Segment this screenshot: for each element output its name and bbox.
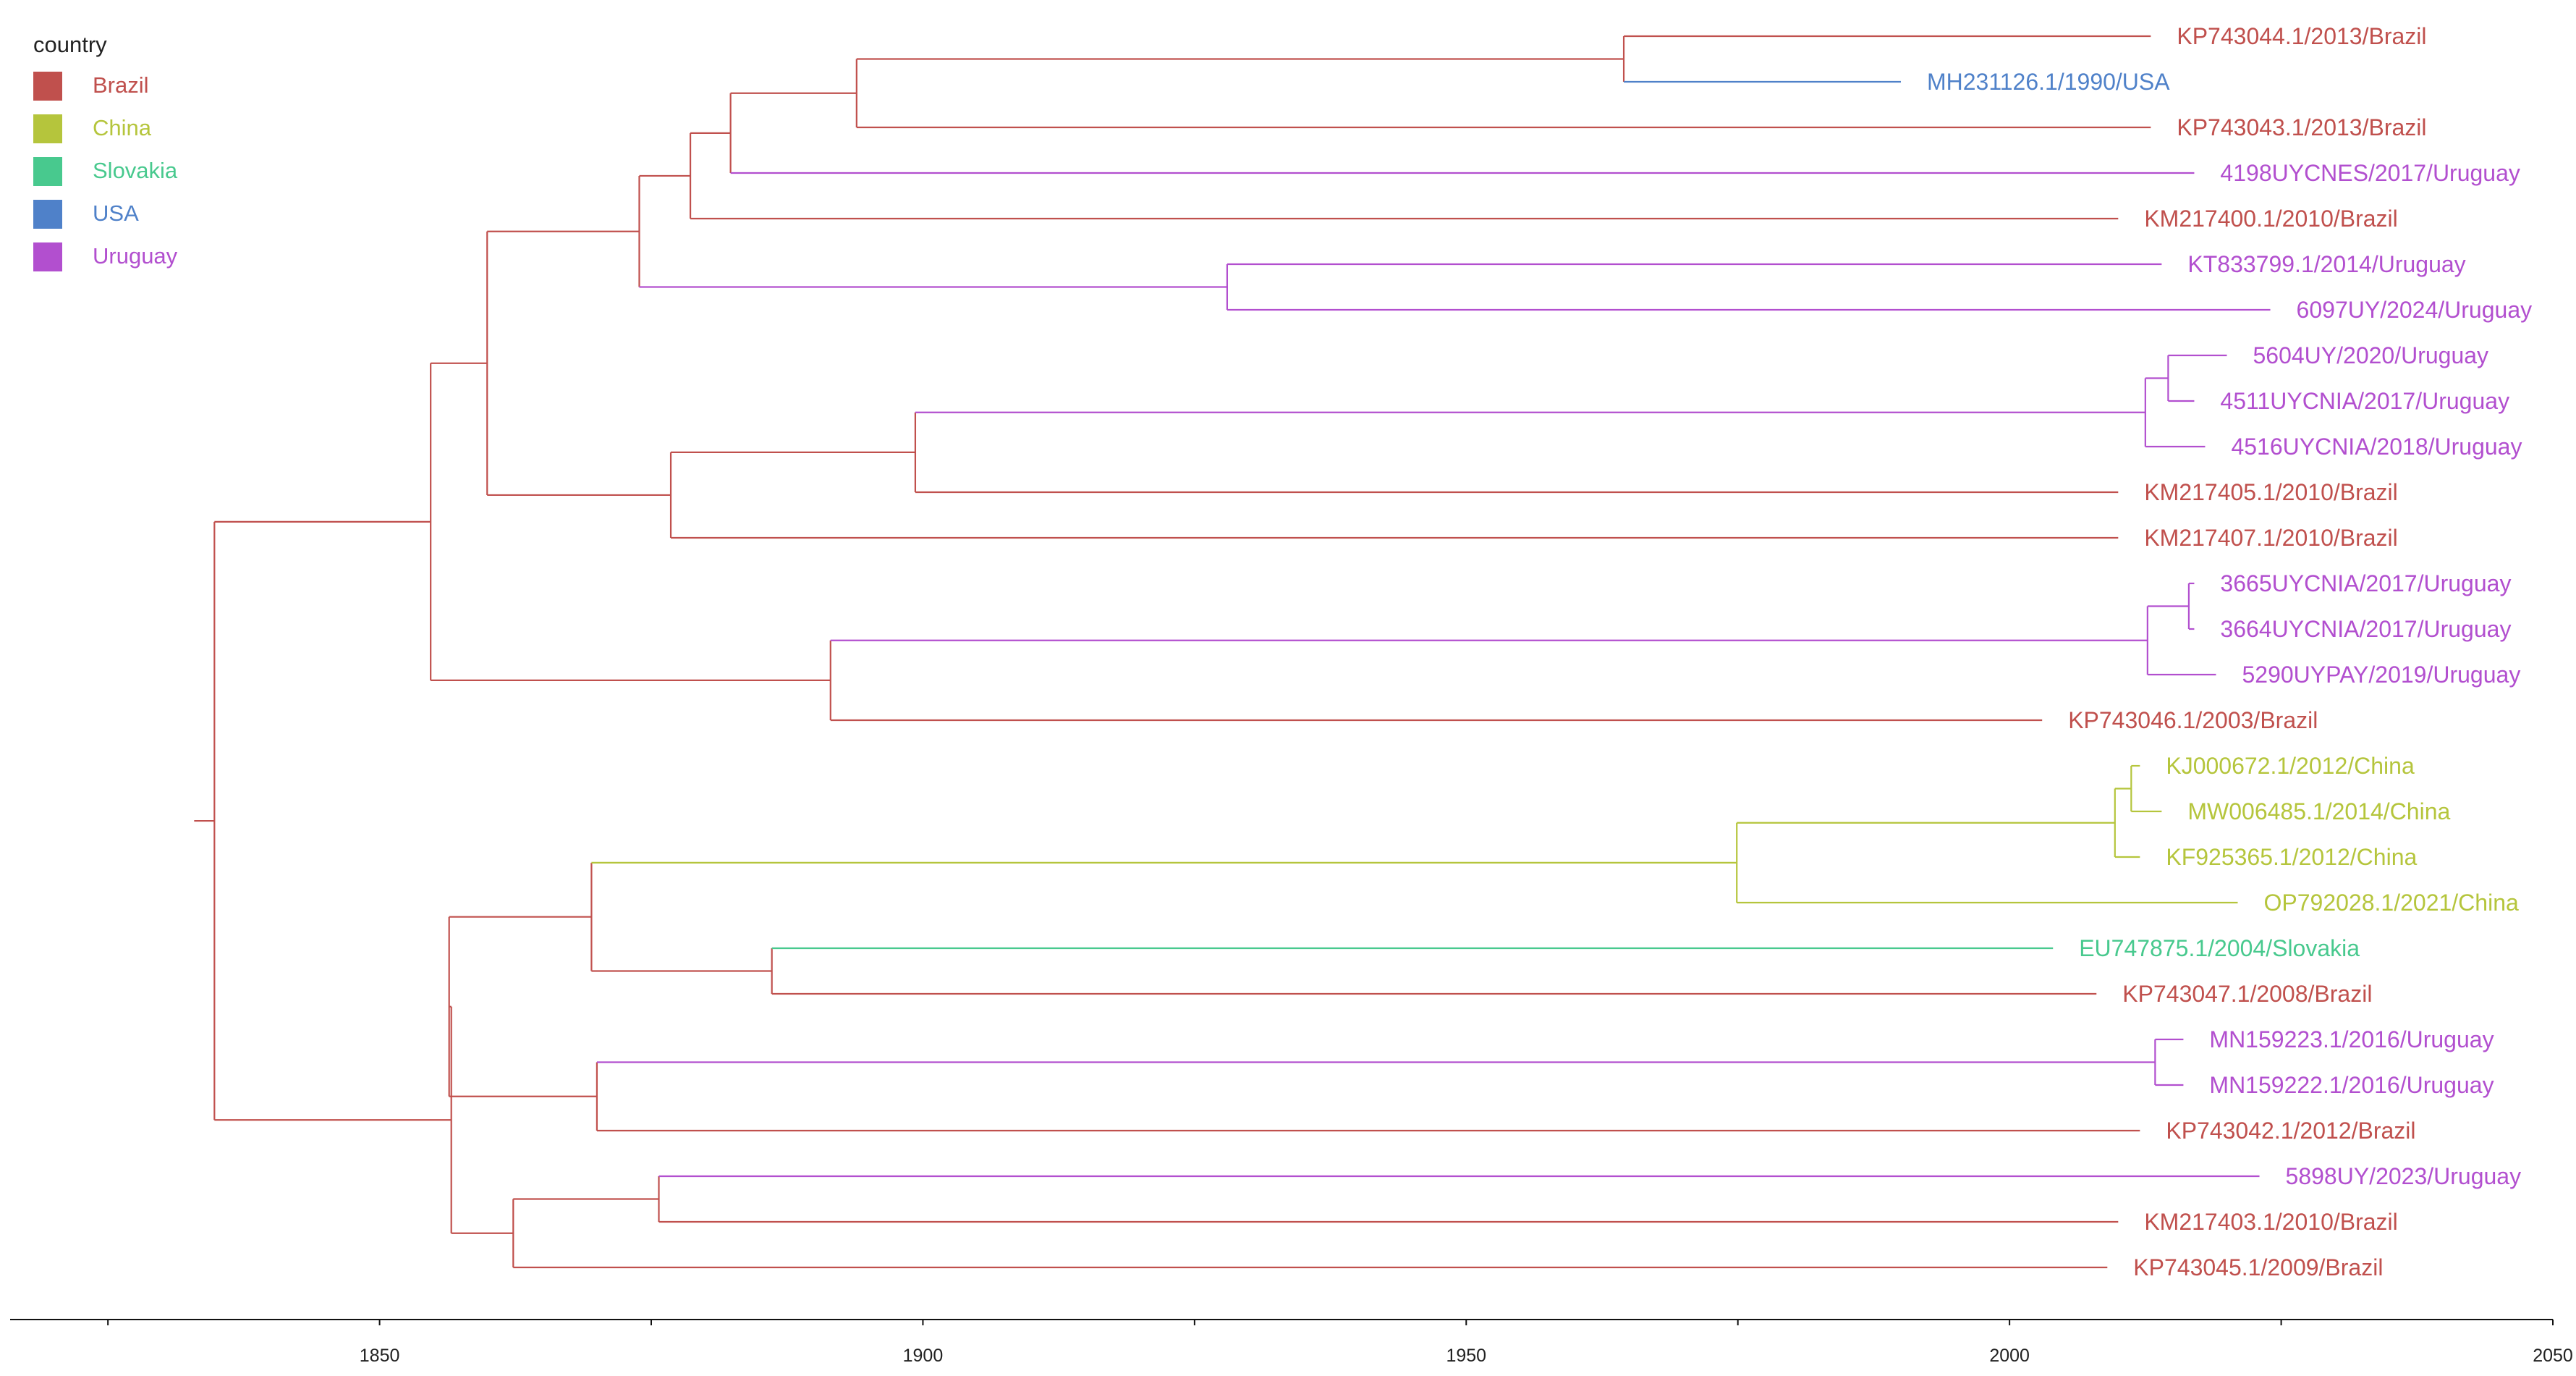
- tip-label: 5604UY/2020/Uruguay: [2253, 342, 2488, 368]
- tip-label: 3665UYCNIA/2017/Uruguay: [2220, 570, 2511, 596]
- legend-item-usa: USA: [33, 200, 250, 242]
- axis-tick-label: 2000: [1989, 1346, 2030, 1366]
- tip-label: KP743046.1/2003/Brazil: [2068, 707, 2318, 733]
- legend-label-usa: USA: [93, 201, 139, 226]
- tip-labels: KP743044.1/2013/Brazil MH231126.1/1990/US…: [1927, 23, 2532, 1280]
- tip-label: KP743045.1/2009/Brazil: [2133, 1254, 2383, 1280]
- axis-tick-label: 2050: [2533, 1346, 2573, 1366]
- legend-swatch-brazil: [33, 72, 62, 101]
- tip-label: KT833799.1/2014/Uruguay: [2187, 251, 2465, 277]
- tip-label: 4511UYCNIA/2017/Uruguay: [2220, 388, 2509, 414]
- legend-item-uruguay: Uruguay: [33, 242, 250, 285]
- country-legend: country Brazil China Slovakia USA Urugua…: [33, 33, 250, 285]
- tip-label: KP743043.1/2013/Brazil: [2177, 114, 2426, 140]
- legend-item-slovakia: Slovakia: [33, 157, 250, 200]
- legend-label-china: China: [93, 115, 151, 140]
- tip-label: 5290UYPAY/2019/Uruguay: [2242, 662, 2520, 688]
- tip-label: 5898UY/2023/Uruguay: [2286, 1163, 2522, 1189]
- tip-label: KF925365.1/2012/China: [2166, 844, 2417, 870]
- tip-label: 4198UYCNES/2017/Uruguay: [2220, 160, 2520, 186]
- legend-title: country: [33, 32, 107, 57]
- legend-item-brazil: Brazil: [33, 72, 250, 114]
- tip-label: EU747875.1/2004/Slovakia: [2079, 935, 2360, 961]
- legend-swatch-usa: [33, 200, 62, 229]
- tip-label: MH231126.1/1990/USA: [1927, 69, 2170, 95]
- tip-label: KJ000672.1/2012/China: [2166, 753, 2415, 779]
- time-axis: 1850 1900 1950 2000 2050: [10, 1319, 2573, 1366]
- tip-label: KM217407.1/2010/Brazil: [2144, 525, 2397, 551]
- tip-label: KP743044.1/2013/Brazil: [2177, 23, 2426, 49]
- legend-label-uruguay: Uruguay: [93, 243, 178, 269]
- axis-tick-label: 1950: [1446, 1346, 1486, 1366]
- tip-label: OP792028.1/2021/China: [2264, 890, 2519, 916]
- axis-tick-label: 1900: [903, 1346, 944, 1366]
- legend-swatch-uruguay: [33, 242, 62, 271]
- tip-label: 3664UYCNIA/2017/Uruguay: [2220, 616, 2511, 642]
- tip-label: MW006485.1/2014/China: [2187, 798, 2450, 824]
- tip-label: MN159223.1/2016/Uruguay: [2209, 1026, 2494, 1052]
- legend-label-brazil: Brazil: [93, 72, 149, 98]
- tip-label: KM217400.1/2010/Brazil: [2144, 206, 2397, 232]
- legend-item-china: China: [33, 114, 250, 157]
- tip-label: KP743042.1/2012/Brazil: [2166, 1118, 2415, 1144]
- tip-label: KP743047.1/2008/Brazil: [2122, 981, 2372, 1007]
- legend-label-slovakia: Slovakia: [93, 158, 178, 183]
- tip-label: KM217405.1/2010/Brazil: [2144, 479, 2397, 505]
- legend-swatch-slovakia: [33, 157, 62, 186]
- tip-label: 6097UY/2024/Uruguay: [2297, 297, 2533, 323]
- tip-label: MN159222.1/2016/Uruguay: [2209, 1072, 2494, 1098]
- tip-label: KM217403.1/2010/Brazil: [2144, 1209, 2397, 1235]
- tree-branches: [194, 35, 2271, 1269]
- legend-swatch-china: [33, 114, 62, 143]
- axis-tick-label: 1850: [360, 1346, 400, 1366]
- tip-label: 4516UYCNIA/2018/Uruguay: [2231, 434, 2522, 460]
